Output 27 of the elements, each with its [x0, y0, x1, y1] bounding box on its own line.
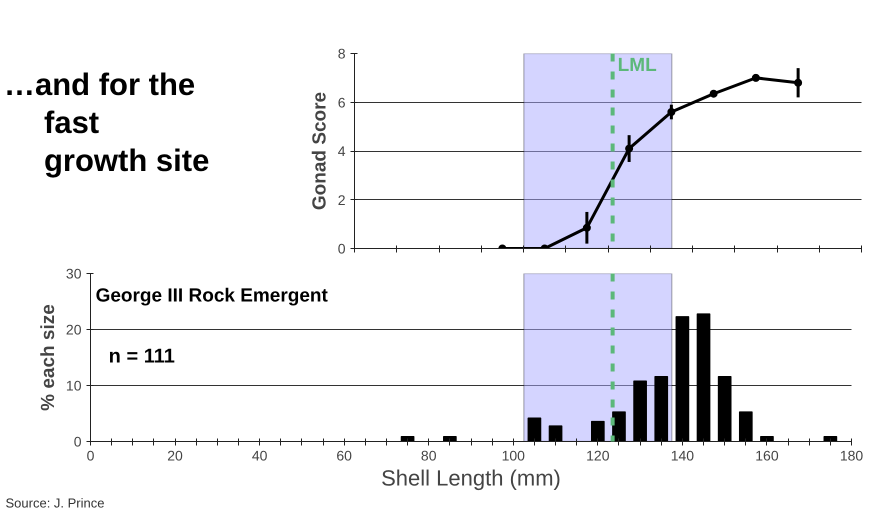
y-tick-label: 2	[338, 192, 346, 208]
text: …and for the fast growth site	[3, 66, 210, 180]
annotation: n = 111	[108, 345, 175, 368]
x-tick-label: 60	[336, 448, 352, 464]
x-tick-label: 20	[167, 448, 184, 464]
y-tick-label: 6	[338, 94, 346, 110]
x-tick-label: 80	[420, 448, 437, 464]
x-tick-label: 100	[502, 448, 526, 464]
x-tick-label: 120	[586, 448, 610, 464]
x-tick-label: 0	[86, 448, 95, 464]
y-tick-label: 10	[66, 378, 82, 394]
y-axis-title: Gonad Score	[310, 92, 331, 210]
ref-line-label: LML	[618, 55, 658, 76]
y-tick-label: 8	[338, 46, 346, 62]
x-tick-label: 180	[840, 448, 864, 464]
x-axis-title: Shell Length (mm)	[381, 466, 561, 490]
y-tick-label: 0	[74, 434, 82, 450]
y-tick-label: 0	[338, 240, 346, 256]
x-tick-label: 160	[755, 448, 779, 464]
annotation: George III Rock Emergent	[96, 285, 329, 306]
y-tick-label: 20	[66, 322, 82, 338]
y-axis-title: % each size	[38, 304, 59, 411]
x-tick-label: 140	[670, 448, 694, 464]
x-tick-label: 40	[252, 448, 268, 464]
y-tick-label: 4	[338, 143, 346, 159]
y-tick-label: 30	[66, 266, 82, 282]
source-note: Source: J. Prince	[6, 496, 104, 510]
